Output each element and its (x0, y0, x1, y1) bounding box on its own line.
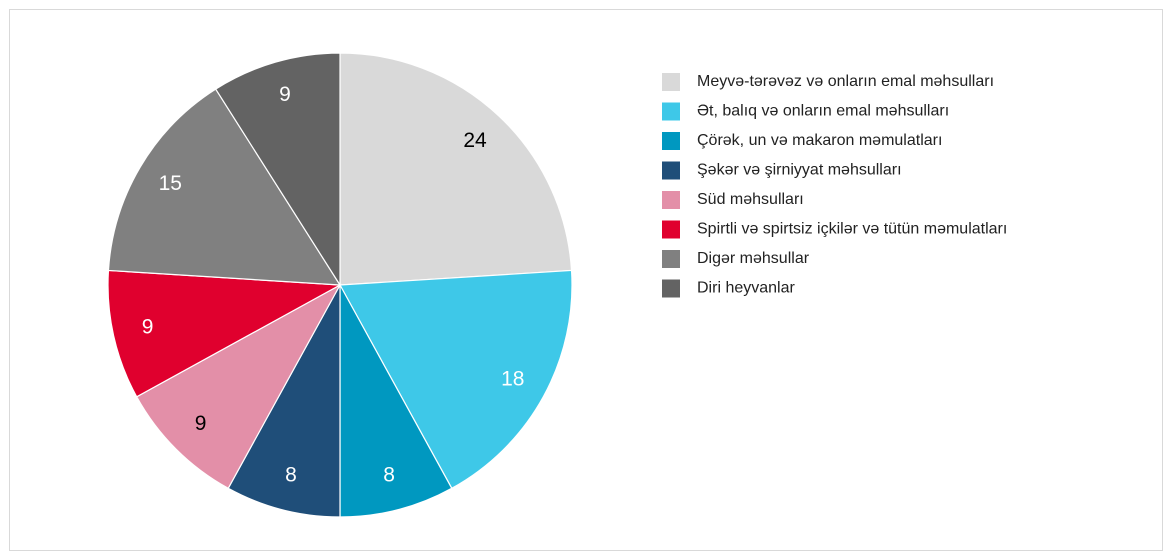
legend-label: Süd məhsulları (697, 191, 804, 208)
data-label: 9 (195, 412, 207, 435)
legend-label: Şəkər və şirniyyat məhsulları (697, 162, 902, 179)
legend-label: Diri heyvanlar (697, 280, 795, 297)
data-label: 9 (142, 316, 154, 339)
legend-swatch (662, 279, 680, 298)
legend-swatch (662, 161, 680, 180)
legend-label: Spirtli və spirtsiz içkilər və tütün məm… (697, 221, 1007, 238)
legend-swatch (662, 73, 680, 91)
slice (339, 52, 573, 286)
legend-swatch (662, 250, 680, 268)
slice (227, 284, 341, 518)
legend-label: Çörək, un və makaron məmulatları (697, 132, 942, 149)
slice (214, 52, 341, 288)
legend-label: Digər məhsullar (697, 250, 810, 267)
data-label: 8 (285, 464, 297, 487)
slice (107, 269, 343, 398)
data-label: 15 (159, 172, 182, 195)
data-label: 8 (383, 464, 395, 487)
slice (135, 283, 342, 490)
slice (339, 269, 573, 490)
legend-swatch (662, 220, 680, 239)
legend-swatch (662, 102, 680, 121)
slice (339, 284, 453, 518)
slice (107, 88, 342, 286)
data-label: 24 (463, 129, 487, 152)
legend-swatch (662, 191, 680, 209)
legend-label: Ət, balıq və onların emal məhsulları (697, 103, 949, 120)
legend-swatch (662, 132, 680, 150)
data-label: 9 (279, 83, 291, 106)
data-label: 18 (501, 368, 524, 391)
legend-label: Meyvə-tərəvəz və onların emal məhsulları (697, 73, 994, 90)
